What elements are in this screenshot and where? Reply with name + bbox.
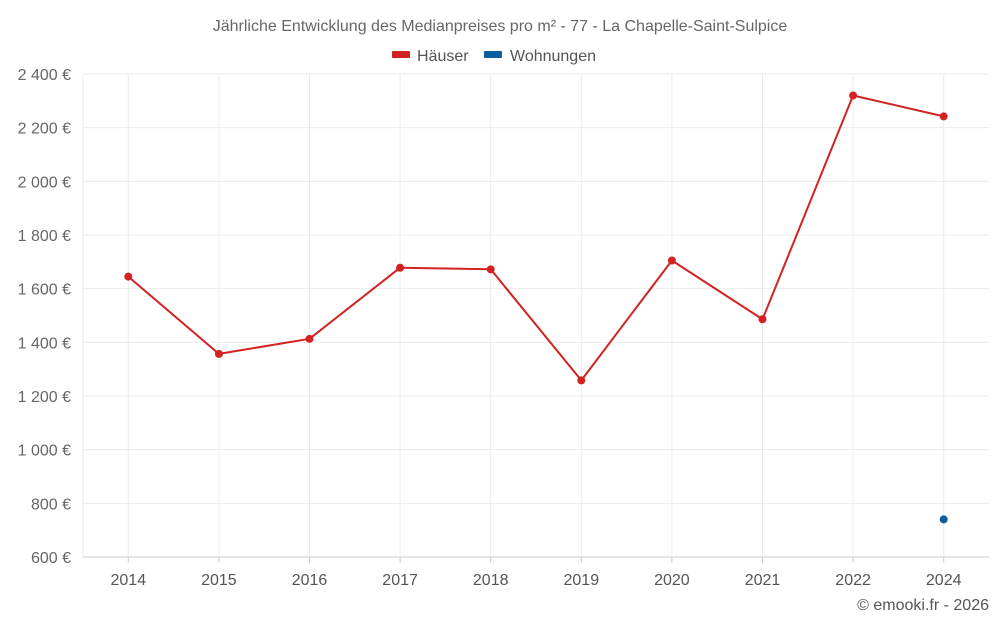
data-point[interactable] [214, 349, 223, 358]
legend[interactable]: Häuser Wohnungen [392, 48, 596, 65]
x-tick-label: 2020 [654, 572, 690, 589]
y-tick-label: 600 € [31, 550, 71, 567]
series-layer [124, 91, 948, 524]
legend-label-wohnungen: Wohnungen [510, 48, 596, 65]
y-tick-label: 800 € [31, 496, 71, 513]
series-wohnungen [939, 515, 948, 524]
y-tick-label: 2 400 € [18, 67, 71, 84]
data-point[interactable] [758, 315, 767, 324]
data-point[interactable] [305, 334, 314, 343]
legend-swatch-haeuser [392, 51, 410, 58]
y-tick-label: 1 200 € [18, 389, 71, 406]
series-line [127, 94, 944, 382]
y-tick-label: 1 800 € [18, 228, 71, 245]
y-tick-label: 2 200 € [18, 121, 71, 138]
x-axis-ticks: 2014 2015 2016 2017 2018 2019 2020 2021 2022 2024 [111, 557, 962, 589]
data-point[interactable] [939, 112, 948, 121]
data-point[interactable] [486, 265, 495, 274]
data-point[interactable] [577, 376, 586, 385]
chart-title: Jährliche Entwicklung des Medianpreises … [213, 18, 788, 35]
data-point[interactable] [396, 263, 405, 272]
data-point[interactable] [667, 256, 676, 265]
legend-label-haeuser: Häuser [417, 48, 469, 65]
x-tick-label: 2017 [382, 572, 418, 589]
x-tick-label: 2024 [926, 572, 962, 589]
y-tick-label: 1 000 € [18, 443, 71, 460]
data-point[interactable] [124, 272, 133, 281]
y-tick-label: 2 000 € [18, 174, 71, 191]
x-tick-label: 2019 [564, 572, 600, 589]
x-tick-label: 2016 [292, 572, 328, 589]
legend-swatch-wohnungen [484, 51, 502, 58]
x-tick-label: 2014 [111, 572, 147, 589]
y-tick-label: 1 400 € [18, 335, 71, 352]
data-point[interactable] [939, 515, 948, 524]
x-tick-label: 2018 [473, 572, 509, 589]
x-tick-label: 2021 [745, 572, 781, 589]
y-axis-ticks: 600 € 800 € 1 000 € 1 200 € 1 400 € 1 600 € 1 … [18, 67, 71, 567]
x-tick-label: 2022 [835, 572, 871, 589]
legend-item-haeuser[interactable]: Häuser [392, 48, 469, 65]
legend-item-wohnungen[interactable]: Wohnungen [484, 48, 596, 65]
series-haeuser [124, 91, 948, 385]
grid [82, 73, 989, 558]
data-point[interactable] [849, 91, 858, 100]
credit-text: © emooki.fr - 2026 [857, 597, 989, 614]
x-tick-label: 2015 [201, 572, 237, 589]
y-tick-label: 1 600 € [18, 282, 71, 299]
